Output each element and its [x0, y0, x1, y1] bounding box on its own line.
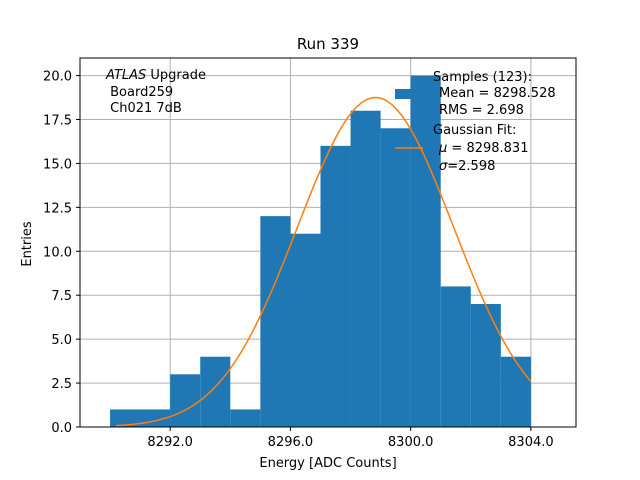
histogram-bar-8: [380, 128, 411, 428]
y-tick-label-2: 5.0: [51, 333, 72, 348]
atlas-label: ATLAS: [105, 68, 146, 83]
legend: Samples (123): Mean = 8298.528 RMS = 2.6…: [395, 70, 556, 174]
mu-value: = 8298.831: [447, 141, 528, 156]
x-tick-label-3: 8304.0: [508, 435, 554, 450]
y-tick-label-3: 7.5: [51, 289, 72, 304]
y-tick-label-5: 12.5: [43, 201, 72, 216]
x-axis-label: Energy [ADC Counts]: [259, 456, 396, 471]
legend-samples-rms: RMS = 2.698: [439, 103, 524, 118]
x-tick-label-0: 8292.0: [147, 435, 193, 450]
upgrade-label: Upgrade: [146, 68, 206, 83]
plot-frame: [79, 57, 577, 428]
legend-samples-swatch: [395, 89, 423, 99]
legend-fit-title: Gaussian Fit:: [433, 123, 516, 138]
histogram-bar-6: [320, 145, 351, 427]
y-tick-label-6: 15.0: [43, 157, 72, 172]
histogram-bar-0: [110, 409, 171, 427]
x-tick-label-1: 8296.0: [268, 435, 314, 450]
gaussian-fit-curve: [116, 96, 532, 427]
legend-samples-mean: Mean = 8298.528: [439, 86, 556, 101]
sigma-value: =2.598: [447, 159, 495, 174]
histogram-bar-10: [440, 286, 471, 427]
mu-symbol: μ: [438, 141, 447, 156]
histogram-bar-12: [500, 356, 531, 427]
histogram-bar-3: [230, 409, 261, 427]
histogram-bar-11: [470, 304, 501, 427]
y-tick-label-7: 17.5: [43, 114, 72, 129]
legend-fit-mu: μ = 8298.831: [438, 141, 528, 156]
y-tick-label-1: 2.5: [51, 377, 72, 392]
annotation-line-3: Ch021 7dB: [106, 101, 182, 116]
y-axis-label: Entries: [20, 221, 35, 267]
histogram-bar-2: [200, 356, 231, 427]
y-tick-label-8: 20.0: [43, 70, 72, 85]
histogram-bars: [110, 75, 531, 428]
y-tick-label-4: 10.0: [43, 245, 72, 260]
legend-samples-title: Samples (123):: [433, 70, 532, 85]
x-axis-ticks: 8292.0 8296.0 8300.0 8304.0: [147, 427, 554, 450]
atlas-annotation: ATLAS Upgrade Board259 Ch021 7dB: [105, 68, 206, 116]
histogram-bar-5: [290, 233, 321, 427]
y-axis-ticks: 0.0 2.5 5.0 7.5 10.0 12.5 15.0 17.5 20.0: [43, 70, 80, 436]
chart-title: Run 339: [297, 35, 359, 53]
y-tick-label-0: 0.0: [51, 421, 72, 436]
histogram-bar-4: [260, 216, 291, 427]
histogram-bar-1: [170, 374, 201, 427]
legend-fit-sigma: σ=2.598: [439, 159, 495, 174]
sigma-symbol: σ: [439, 159, 448, 174]
histogram-bar-7: [350, 110, 381, 427]
annotation-line-2: Board259: [106, 85, 173, 100]
annotation-line-1: ATLAS Upgrade: [105, 68, 206, 83]
histogram-bar-9: [410, 75, 441, 428]
x-tick-label-2: 8300.0: [388, 435, 434, 450]
